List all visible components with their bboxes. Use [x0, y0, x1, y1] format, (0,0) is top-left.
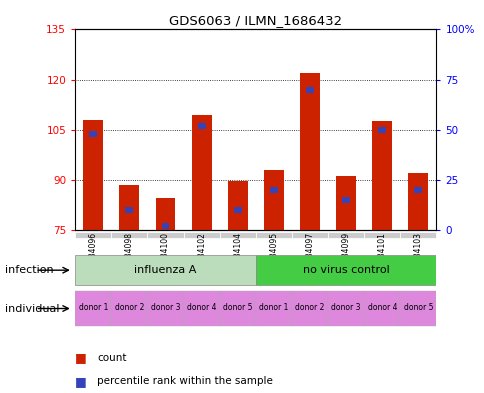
- Bar: [89, 131, 97, 137]
- Text: count: count: [97, 353, 126, 363]
- FancyBboxPatch shape: [256, 255, 436, 285]
- FancyBboxPatch shape: [219, 291, 256, 326]
- FancyBboxPatch shape: [111, 291, 147, 326]
- FancyBboxPatch shape: [256, 232, 291, 238]
- Bar: [263, 170, 283, 230]
- Text: influenza A: influenza A: [134, 264, 197, 275]
- FancyBboxPatch shape: [183, 232, 219, 238]
- Bar: [342, 197, 349, 203]
- Text: donor 4: donor 4: [367, 303, 396, 312]
- FancyBboxPatch shape: [111, 232, 147, 238]
- FancyBboxPatch shape: [147, 291, 183, 326]
- Bar: [335, 176, 355, 230]
- Text: infection: infection: [5, 265, 53, 275]
- FancyBboxPatch shape: [183, 291, 219, 326]
- Bar: [233, 207, 241, 213]
- FancyBboxPatch shape: [75, 291, 111, 326]
- Text: GSM1684095: GSM1684095: [269, 232, 278, 283]
- Bar: [191, 115, 211, 230]
- Text: donor 1: donor 1: [258, 303, 288, 312]
- Bar: [300, 73, 319, 230]
- Text: donor 1: donor 1: [78, 303, 108, 312]
- Text: GSM1684099: GSM1684099: [341, 232, 350, 283]
- Text: ■: ■: [75, 351, 87, 364]
- FancyBboxPatch shape: [75, 255, 256, 285]
- Text: donor 3: donor 3: [151, 303, 180, 312]
- Bar: [125, 207, 133, 213]
- FancyBboxPatch shape: [256, 291, 291, 326]
- FancyBboxPatch shape: [147, 232, 183, 238]
- Bar: [305, 86, 313, 93]
- Text: GSM1684098: GSM1684098: [124, 232, 134, 283]
- Bar: [414, 187, 422, 193]
- FancyBboxPatch shape: [399, 291, 436, 326]
- Bar: [161, 223, 169, 229]
- FancyBboxPatch shape: [363, 291, 399, 326]
- Bar: [197, 123, 205, 129]
- FancyBboxPatch shape: [327, 232, 363, 238]
- Text: donor 3: donor 3: [331, 303, 360, 312]
- Text: no virus control: no virus control: [302, 264, 389, 275]
- Text: GSM1684103: GSM1684103: [413, 232, 422, 283]
- Bar: [378, 127, 385, 133]
- Bar: [372, 121, 392, 230]
- Bar: [155, 198, 175, 230]
- Text: individual: individual: [5, 303, 59, 314]
- Bar: [83, 119, 103, 230]
- Text: GSM1684100: GSM1684100: [161, 232, 170, 283]
- Bar: [270, 187, 277, 193]
- Text: donor 5: donor 5: [223, 303, 252, 312]
- Text: GSM1684101: GSM1684101: [377, 232, 386, 283]
- Text: percentile rank within the sample: percentile rank within the sample: [97, 376, 272, 386]
- Text: donor 4: donor 4: [186, 303, 216, 312]
- Text: GSM1684096: GSM1684096: [89, 232, 98, 283]
- FancyBboxPatch shape: [291, 232, 327, 238]
- FancyBboxPatch shape: [327, 291, 363, 326]
- Text: donor 2: donor 2: [114, 303, 144, 312]
- FancyBboxPatch shape: [363, 232, 399, 238]
- Text: GSM1684104: GSM1684104: [233, 232, 242, 283]
- Text: ■: ■: [75, 375, 87, 388]
- Bar: [227, 182, 247, 230]
- FancyBboxPatch shape: [399, 232, 436, 238]
- FancyBboxPatch shape: [291, 291, 327, 326]
- Text: GSM1684102: GSM1684102: [197, 232, 206, 283]
- FancyBboxPatch shape: [75, 232, 111, 238]
- Title: GDS6063 / ILMN_1686432: GDS6063 / ILMN_1686432: [169, 14, 342, 27]
- Bar: [119, 185, 139, 230]
- FancyBboxPatch shape: [219, 232, 256, 238]
- Text: donor 2: donor 2: [295, 303, 324, 312]
- Text: GSM1684097: GSM1684097: [305, 232, 314, 283]
- Text: donor 5: donor 5: [403, 303, 432, 312]
- Bar: [408, 173, 427, 230]
